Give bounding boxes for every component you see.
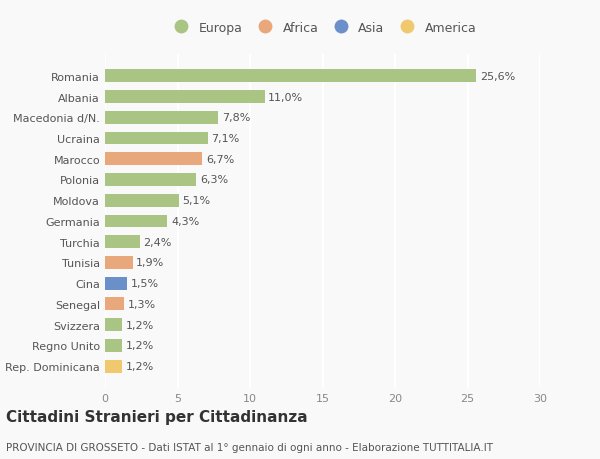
Bar (105, 132, 208, 145)
Text: 7,8%: 7,8% (222, 113, 250, 123)
Text: 6,7%: 6,7% (206, 154, 234, 164)
Text: 1,9%: 1,9% (136, 258, 164, 268)
Text: 11,0%: 11,0% (268, 92, 303, 102)
Bar (105, 215, 167, 228)
Text: 1,2%: 1,2% (126, 341, 154, 351)
Text: 1,2%: 1,2% (126, 320, 154, 330)
Bar (105, 257, 133, 269)
Bar (105, 360, 122, 373)
Text: 4,3%: 4,3% (171, 217, 199, 226)
Bar (105, 153, 202, 166)
Bar (105, 194, 179, 207)
Bar (105, 277, 127, 290)
Text: 7,1%: 7,1% (212, 134, 240, 144)
Bar (105, 91, 265, 104)
Legend: Europa, Africa, Asia, America: Europa, Africa, Asia, America (165, 18, 480, 39)
Bar (105, 236, 140, 249)
Bar (105, 70, 476, 83)
Text: PROVINCIA DI GROSSETO - Dati ISTAT al 1° gennaio di ogni anno - Elaborazione TUT: PROVINCIA DI GROSSETO - Dati ISTAT al 1°… (6, 442, 493, 452)
Text: 2,4%: 2,4% (143, 237, 172, 247)
Bar (105, 112, 218, 124)
Text: 1,3%: 1,3% (127, 299, 155, 309)
Bar (105, 174, 196, 186)
Text: Cittadini Stranieri per Cittadinanza: Cittadini Stranieri per Cittadinanza (6, 409, 308, 425)
Bar (105, 319, 122, 331)
Text: 1,2%: 1,2% (126, 361, 154, 371)
Text: 5,1%: 5,1% (182, 196, 211, 206)
Bar (105, 298, 124, 311)
Bar (105, 339, 122, 352)
Text: 6,3%: 6,3% (200, 175, 228, 185)
Text: 25,6%: 25,6% (480, 72, 515, 82)
Text: 1,5%: 1,5% (130, 279, 158, 289)
